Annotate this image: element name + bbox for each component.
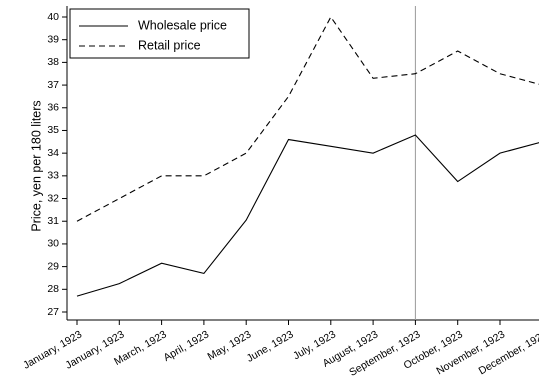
legend-label: Retail price <box>138 38 201 52</box>
legend-box <box>69 8 250 59</box>
y-tick-label: 33 <box>47 170 59 182</box>
y-tick-label: 29 <box>47 260 59 272</box>
y-tick-label: 31 <box>47 215 59 227</box>
y-tick-label: 40 <box>47 11 59 23</box>
legend: Wholesale price Retail price <box>69 8 250 59</box>
y-axis-title: Price, yen per 180 liters <box>29 100 43 231</box>
x-tick-label: September, 1923 <box>347 328 422 378</box>
y-tick-label: 30 <box>47 238 59 250</box>
series-line-wholesale-price <box>76 134 539 297</box>
y-tick-label: 28 <box>47 283 59 295</box>
y-tick-label: 27 <box>47 306 59 318</box>
y-tick-label: 38 <box>47 56 59 68</box>
y-tick-label: 36 <box>47 102 59 114</box>
x-tick-label: December, 1923 <box>477 328 539 377</box>
y-tick-label: 37 <box>47 79 59 91</box>
y-tick-label: 32 <box>47 192 59 204</box>
series-line-retail-price <box>76 15 539 222</box>
y-tick-label: 39 <box>47 33 59 45</box>
x-tick-label: June, 1923 <box>245 328 296 364</box>
x-tick-label: April, 1923 <box>162 328 212 364</box>
series-layer <box>76 15 539 297</box>
y-axis: 27 28 29 30 31 32 33 34 35 36 37 38 39 40 <box>47 11 67 318</box>
legend-label: Wholesale price <box>138 18 227 32</box>
y-tick-label: 34 <box>47 147 59 159</box>
y-tick-label: 35 <box>47 124 59 136</box>
